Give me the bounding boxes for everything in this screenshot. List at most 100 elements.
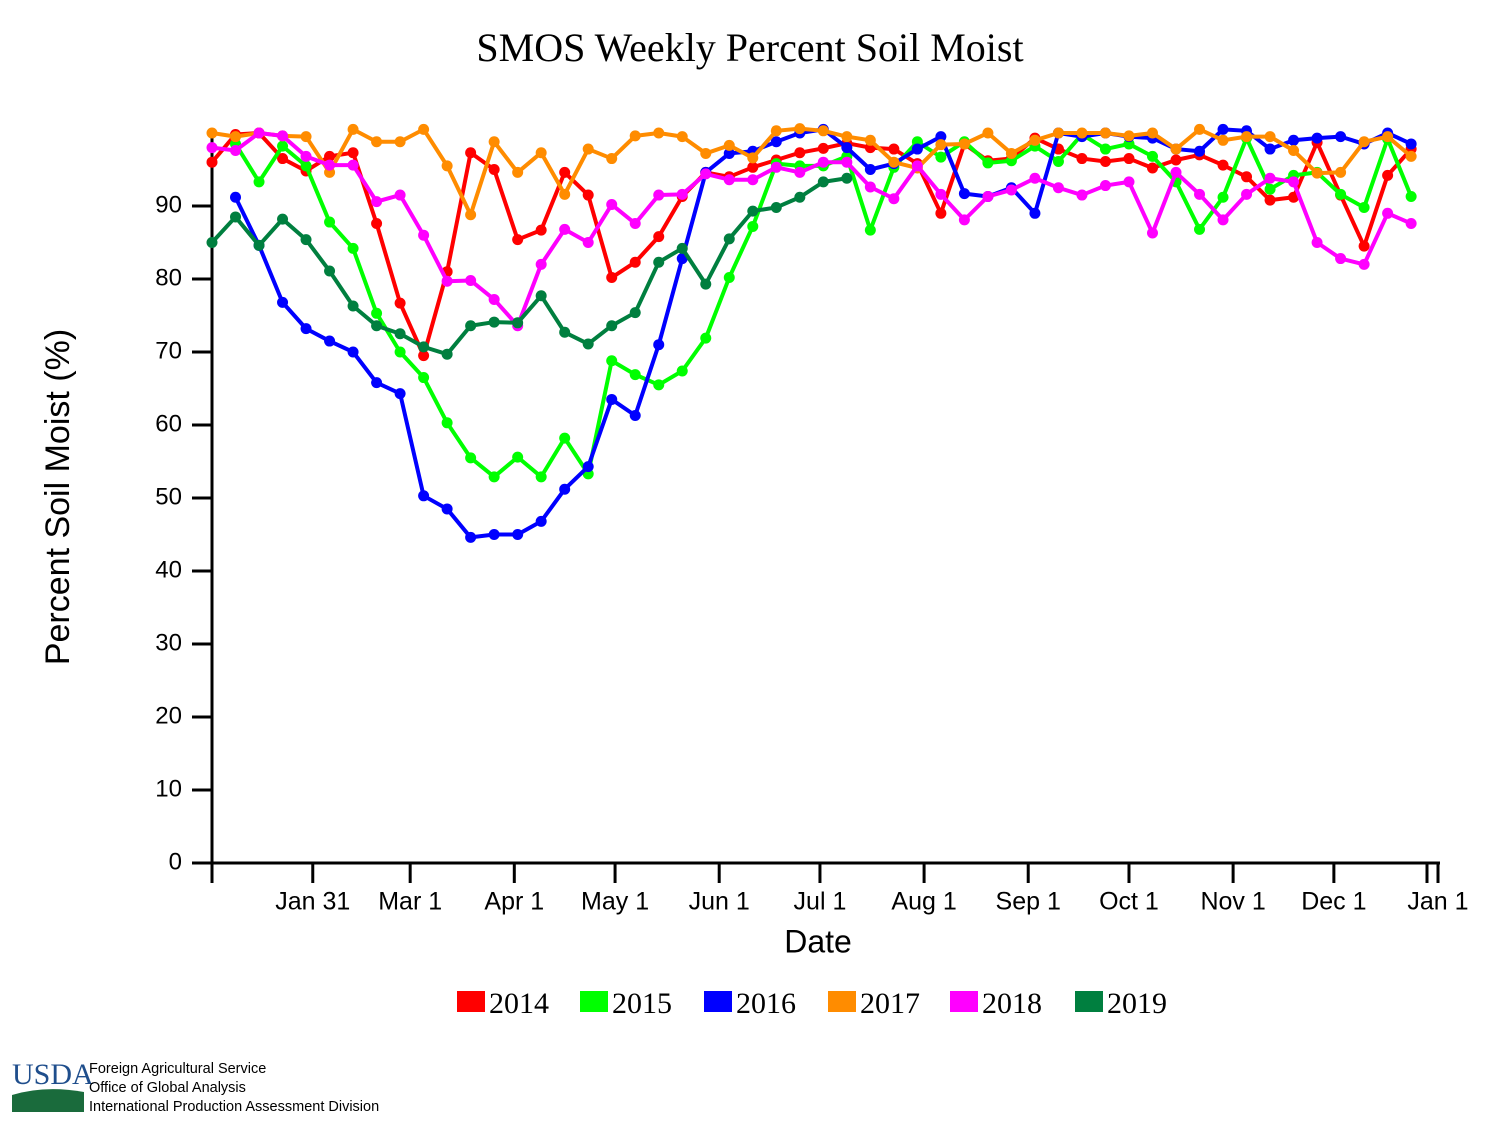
data-point	[582, 143, 594, 155]
data-point	[559, 483, 571, 495]
data-point	[770, 201, 782, 213]
data-point	[629, 256, 641, 268]
x-tick-label: Sep 1	[996, 888, 1061, 916]
data-point	[1099, 127, 1111, 139]
data-point	[888, 143, 900, 155]
data-point	[1311, 132, 1323, 144]
data-point	[653, 231, 665, 243]
data-point	[230, 131, 242, 143]
data-point	[559, 432, 571, 444]
data-point	[935, 207, 947, 219]
y-tick-label: 50	[155, 483, 182, 510]
data-point	[1288, 145, 1300, 157]
data-point	[864, 181, 876, 193]
data-point	[770, 161, 782, 173]
data-point	[1217, 159, 1229, 171]
data-point	[841, 131, 853, 143]
legend-item: 2014	[457, 987, 549, 1020]
x-tick-label: Jan 1	[1407, 888, 1468, 916]
data-point	[1099, 143, 1111, 155]
legend-label: 2016	[736, 987, 796, 1020]
data-point	[794, 191, 806, 203]
data-point	[606, 272, 618, 284]
data-point	[1217, 123, 1229, 135]
data-point	[1358, 201, 1370, 213]
data-point	[747, 152, 759, 164]
data-point	[935, 131, 947, 143]
legend-label: 2019	[1107, 987, 1167, 1020]
data-point	[606, 199, 618, 211]
data-point	[206, 127, 218, 139]
data-point	[1405, 150, 1417, 162]
data-point	[253, 127, 265, 139]
data-point	[747, 174, 759, 186]
legend-item: 2019	[1075, 987, 1167, 1020]
series	[230, 128, 1417, 483]
data-point	[982, 191, 994, 203]
data-point	[535, 515, 547, 527]
legend-item: 2015	[580, 987, 672, 1020]
data-point	[888, 193, 900, 205]
data-point	[512, 234, 524, 246]
data-point	[700, 168, 712, 180]
legend-swatch	[828, 991, 856, 1012]
data-point	[394, 297, 406, 309]
data-point	[371, 136, 383, 148]
data-point	[441, 503, 453, 515]
data-point	[817, 142, 829, 154]
data-point	[1241, 171, 1253, 183]
data-point	[582, 189, 594, 201]
data-point	[1382, 169, 1394, 181]
data-point	[653, 189, 665, 201]
data-point	[1405, 191, 1417, 203]
data-point	[535, 258, 547, 270]
data-point	[230, 211, 242, 223]
data-point	[512, 451, 524, 463]
data-point	[535, 471, 547, 483]
legend-label: 2017	[860, 987, 920, 1020]
footer-text: Office of Global Analysis	[89, 1080, 246, 1096]
data-point	[817, 156, 829, 168]
data-point	[1123, 130, 1135, 142]
data-point	[512, 529, 524, 540]
legend-swatch	[1075, 991, 1103, 1012]
data-point	[1052, 155, 1064, 167]
footer-text: Foreign Agricultural Service	[89, 1061, 266, 1077]
data-point	[347, 159, 359, 171]
data-point	[206, 237, 218, 248]
data-point	[465, 320, 477, 332]
data-point	[512, 166, 524, 178]
data-point	[371, 307, 383, 319]
data-point	[606, 355, 618, 367]
data-point	[347, 300, 359, 312]
data-point	[723, 272, 735, 284]
y-tick-label: 80	[155, 264, 182, 291]
data-point	[1005, 147, 1017, 159]
data-point	[700, 147, 712, 159]
legend-swatch	[950, 991, 978, 1012]
data-point	[1241, 131, 1253, 143]
data-point	[347, 242, 359, 254]
data-point	[418, 490, 430, 502]
x-tick-label: Jul 1	[794, 888, 847, 916]
data-point	[559, 223, 571, 235]
y-tick-label: 30	[155, 629, 182, 656]
data-point	[1194, 188, 1206, 200]
y-axis-label: Percent Soil Moist (%)	[39, 329, 77, 665]
data-point	[535, 147, 547, 159]
data-point	[1335, 188, 1347, 200]
data-point	[1052, 127, 1064, 139]
series	[206, 172, 853, 360]
data-point	[1264, 143, 1276, 155]
data-point	[676, 242, 688, 254]
data-point	[1123, 153, 1135, 165]
data-point	[1335, 166, 1347, 178]
data-point	[1029, 134, 1041, 146]
data-point	[817, 176, 829, 188]
y-tick-label: 0	[169, 848, 182, 875]
data-point	[629, 369, 641, 381]
data-point	[794, 147, 806, 159]
data-point	[1311, 237, 1323, 248]
data-point	[418, 123, 430, 135]
